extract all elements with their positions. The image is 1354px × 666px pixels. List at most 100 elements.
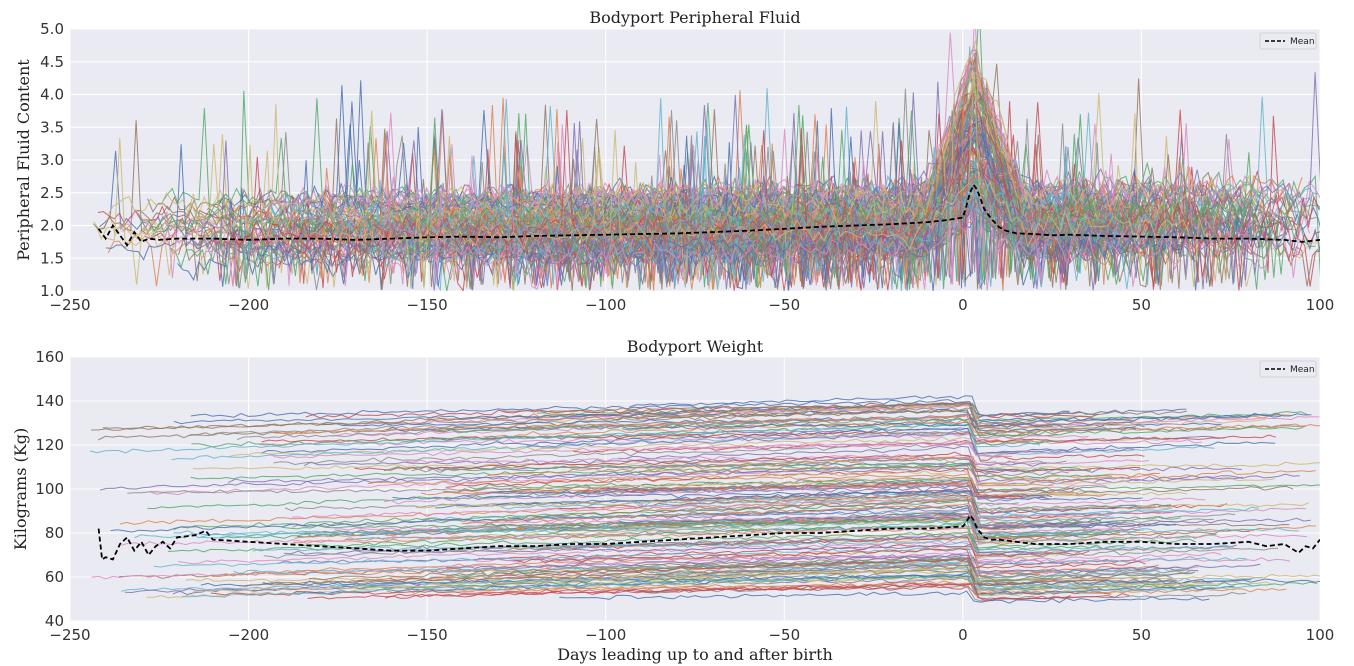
weight-individual-line (167, 531, 1126, 553)
fluid-legend-mean-label: Mean (1290, 37, 1315, 47)
weight-individual-line (507, 499, 1101, 526)
weight-individual-line (526, 432, 1134, 455)
weight-individual-line (99, 463, 1243, 491)
weight-individual-line (405, 453, 1149, 465)
weight-individual-line (439, 576, 1240, 597)
weight-individual-line (153, 547, 1247, 568)
fluid-individual-line (529, 177, 1082, 246)
weight-y-tick-label: 80 (45, 524, 64, 542)
weight-individual-line (629, 395, 1187, 418)
weight-individual-line (426, 557, 1199, 578)
weight-individual-line (181, 572, 1261, 598)
weight-y-tick-label: 160 (35, 348, 64, 366)
weight-individual-line (463, 479, 1057, 503)
weight-x-tick-label: −150 (407, 626, 448, 644)
weight-individual-line (238, 564, 1025, 587)
weight-individual-line (252, 540, 1232, 552)
fluid-individual-line (317, 63, 1219, 282)
fluid-x-ticks: −250 −200 −150 −100 −50 0 50 100 (49, 296, 1334, 314)
fluid-individual-line (185, 81, 1039, 288)
weight-individual-line (464, 513, 1066, 528)
weight-individual-line (127, 483, 1099, 494)
weight-individual-line (501, 401, 1188, 417)
weight-individual-line (278, 554, 1065, 565)
fluid-y-tick-label: 5.0 (40, 20, 64, 38)
weight-legend-mean-label: Mean (1290, 365, 1315, 375)
weight-individual-line (345, 524, 1217, 543)
fluid-y-tick-label: 2.0 (40, 217, 64, 235)
weight-y-tick-label: 120 (35, 436, 64, 454)
fluid-legend: Mean (1259, 32, 1317, 50)
weight-individual-line (416, 494, 1310, 512)
fluid-y-tick-label: 3.0 (40, 151, 64, 169)
weight-individual-line (567, 536, 1090, 558)
weight-individual-line (274, 415, 1320, 435)
fluid-individual-line (240, 160, 1089, 287)
weight-y-tick-label: 60 (45, 568, 64, 586)
weight-legend: Mean (1259, 360, 1317, 378)
fluid-individual-line (107, 40, 1260, 289)
fluid-y-tick-label: 1.5 (40, 249, 64, 267)
weight-chart-title: Bodyport Weight (627, 337, 764, 356)
weight-individual-line (654, 442, 1069, 456)
weight-x-tick-label: 0 (958, 626, 968, 644)
weight-legend-box (1259, 360, 1317, 378)
weight-individual-line (119, 496, 1106, 525)
weight-individual-line (525, 477, 1098, 497)
weight-individual-line (338, 574, 1318, 591)
weight-individual-line (580, 486, 1046, 499)
fluid-individual-lines (92, 29, 1320, 291)
weight-chart-panel: −250 −200 −150 −100 −50 0 50 100 40 60 80 100 120 14… (11, 337, 1334, 664)
fluid-individual-line (381, 186, 1304, 291)
fluid-individual-line (616, 169, 1245, 291)
weight-y-tick-label: 100 (35, 480, 64, 498)
weight-individual-line (228, 467, 1300, 484)
fluid-y-tick-label: 2.5 (40, 184, 64, 202)
weight-y-axis-label: Kilograms (Kg) (11, 428, 30, 550)
weight-individual-line (516, 547, 1146, 569)
weight-individual-line (227, 436, 1021, 458)
weight-series-group (97, 513, 1320, 561)
fluid-individual-line (587, 131, 1038, 284)
weight-individual-line (134, 519, 1299, 539)
weight-individual-line (191, 423, 1056, 448)
weight-individual-line (646, 507, 1311, 530)
weight-x-tick-label: −50 (768, 626, 800, 644)
weight-individual-line (260, 427, 1276, 454)
weight-individual-line (190, 399, 1070, 418)
fluid-y-tick-label: 1.0 (40, 282, 64, 300)
weight-y-tick-label: 140 (35, 392, 64, 410)
weight-x-ticks: −250 −200 −150 −100 −50 0 50 100 (49, 626, 1334, 644)
fluid-y-tick-label: 4.0 (40, 86, 64, 104)
weight-individual-line (190, 464, 1113, 480)
weight-individual-line (621, 421, 1058, 437)
weight-individual-line (656, 498, 1236, 526)
fluid-individual-line (366, 175, 1113, 283)
weight-individual-line (457, 480, 1015, 501)
weight-individual-line (354, 451, 1141, 474)
weight-individual-line (639, 584, 1247, 602)
weight-individual-line (261, 430, 1277, 443)
fluid-mean-line (97, 183, 1320, 247)
weight-x-tick-label: −200 (228, 626, 269, 644)
weight-individual-line (411, 457, 1069, 477)
weight-individual-line (445, 553, 1261, 573)
weight-x-axis-label: Days leading up to and after birth (557, 645, 833, 664)
fluid-individual-line (407, 103, 1260, 290)
weight-x-tick-label: 50 (1132, 626, 1151, 644)
weight-individual-line (307, 583, 1130, 602)
fluid-y-ticks: 1.0 1.5 2.0 2.5 3.0 3.5 4.0 4.5 5.0 (40, 20, 64, 300)
weight-individual-line (487, 456, 1316, 484)
weight-y-tick-label: 40 (45, 612, 64, 630)
weight-individual-line (120, 567, 1157, 592)
fluid-legend-box (1259, 32, 1317, 50)
fluid-x-tick-label: −50 (768, 296, 800, 314)
fluid-x-tick-label: −100 (585, 296, 626, 314)
fluid-individual-line (377, 133, 1102, 273)
weight-individual-line (262, 569, 1178, 586)
weight-individual-line (102, 408, 1132, 430)
weight-individual-lines (89, 395, 1320, 604)
fluid-x-tick-label: 100 (1306, 296, 1335, 314)
fluid-x-tick-label: −150 (407, 296, 448, 314)
